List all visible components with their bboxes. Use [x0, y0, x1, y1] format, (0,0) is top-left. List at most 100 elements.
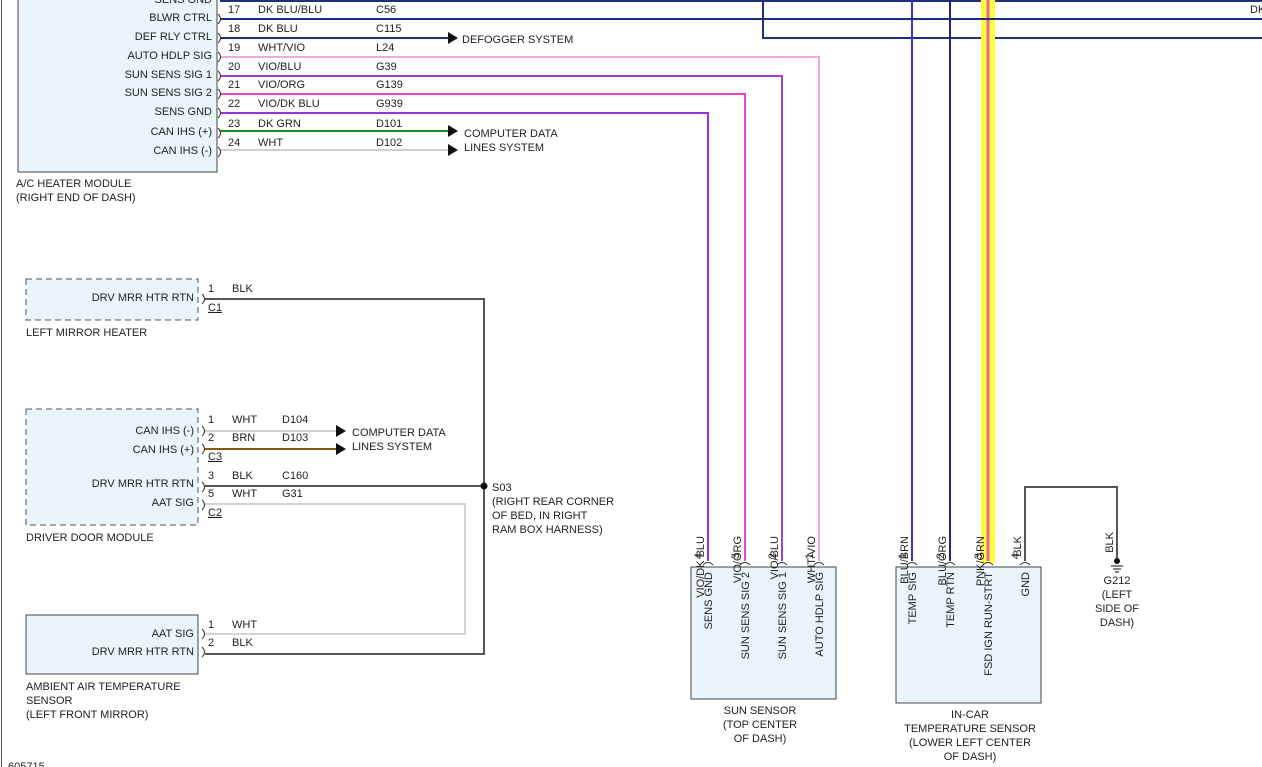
pin-number: 22 [228, 98, 240, 110]
figure-number: 605715 [8, 761, 45, 767]
connector [201, 481, 205, 493]
connector [217, 32, 221, 44]
wire-color: BLK [232, 470, 253, 482]
component-name: IN-CAR [951, 709, 989, 721]
pin-label: CAN IHS (-) [153, 145, 212, 157]
connector [944, 562, 956, 566]
pin-label: DRV MRR HTR RTN [92, 292, 194, 304]
connector [217, 127, 221, 139]
connector [702, 562, 714, 566]
pin-number: 18 [228, 23, 240, 35]
pin-label: SUN SENS SIG 1 [777, 572, 789, 659]
wire-color: PNK/GRN [975, 536, 987, 586]
wire [205, 503, 466, 635]
wire-color: VIO/ORG [732, 536, 744, 583]
wire-color: VIO/DK BLU [695, 536, 707, 598]
pin-label: SENS GND [155, 106, 213, 118]
component-name: LEFT MIRROR HEATER [26, 327, 147, 339]
wire-color: WHT [232, 414, 257, 426]
ground-location: SIDE OF [1095, 603, 1139, 615]
wire [205, 298, 485, 655]
connector [813, 562, 825, 566]
circuit: D102 [376, 137, 402, 149]
component-name: OF DASH) [734, 733, 787, 745]
splice-location: OF BED, IN RIGHT [492, 510, 588, 522]
ground-location: DASH) [1100, 617, 1134, 629]
pin-number: 2 [935, 553, 947, 559]
connector [201, 443, 205, 455]
connector [217, 146, 221, 158]
connector [217, 13, 221, 25]
pin-label: DEF RLY CTRL [135, 31, 212, 43]
connector [217, 88, 221, 100]
connector-id: C2 [208, 507, 222, 519]
pin-label: GND [1020, 572, 1032, 597]
connector [739, 562, 751, 566]
circuit: G139 [376, 79, 403, 91]
circuit: G39 [376, 61, 397, 73]
component-name: A/C HEATER MODULE [16, 178, 131, 190]
circuit: G31 [282, 488, 303, 500]
connector [201, 646, 205, 658]
pin-label: SUN SENS SIG 2 [740, 572, 752, 659]
pin-label: CAN IHS (+) [133, 444, 194, 456]
pin-label: AAT SIG [152, 628, 194, 640]
component-name: SENSOR [26, 695, 73, 707]
pin-number: 20 [228, 61, 240, 73]
pin-label: CAN IHS (-) [135, 425, 194, 437]
pin-label: TEMP RTN [945, 572, 957, 628]
ground-id: G212 [1104, 575, 1131, 587]
wire-color: BLK [232, 637, 253, 649]
connector [217, 70, 221, 82]
circuit: L24 [376, 42, 394, 54]
pin-number: 23 [228, 118, 240, 130]
wire [220, 112, 709, 561]
circuit: C56 [376, 4, 396, 16]
connector-id: C1 [208, 302, 222, 314]
wire-color: WHT/VIO [258, 42, 305, 54]
ground-symbol [1114, 558, 1120, 564]
pin-label: DRV MRR HTR RTN [92, 478, 194, 490]
connector [201, 628, 205, 640]
ac-module-box [17, 0, 218, 173]
pin-label: AUTO HDLP SIG [814, 572, 826, 657]
splice-id: S03 [492, 482, 512, 494]
pin-number: 17 [228, 4, 240, 16]
pin-number: 5 [208, 488, 214, 500]
pin-label: BLWR CTRL [149, 12, 212, 24]
wire-color: WHT [232, 488, 257, 500]
system-label: LINES SYSTEM [464, 142, 544, 154]
pin-label: AAT SIG [152, 497, 194, 509]
component-name: TEMPERATURE SENSOR [904, 723, 1036, 735]
component-name: (TOP CENTER [723, 719, 797, 731]
pin-number: 24 [228, 137, 240, 149]
component-location: (RIGHT END OF DASH) [16, 192, 136, 204]
pin-number: 1 [208, 414, 214, 426]
component-name: (LOWER LEFT CENTER [909, 737, 1031, 749]
pin-number: 1 [897, 553, 909, 559]
wire-color: WHT [258, 137, 283, 149]
wire-color: WHT [232, 619, 257, 631]
pin-number: 2 [208, 432, 214, 444]
connector [217, 107, 221, 119]
wire [220, 56, 820, 561]
circuit: D103 [282, 432, 308, 444]
pin-number: 1 [208, 619, 214, 631]
wires [205, 0, 1262, 655]
wire-color: VIO/BLU [258, 61, 301, 73]
sun-sensor-box [690, 566, 837, 700]
pin-label: TEMP SIG [907, 572, 919, 624]
connector [201, 499, 205, 511]
connector [776, 562, 788, 566]
splice-location: (RIGHT REAR CORNER [492, 496, 614, 508]
left-mirror-box [25, 278, 199, 321]
pin-number: 21 [228, 79, 240, 91]
splice-location: RAM BOX HARNESS) [492, 524, 603, 536]
connector [201, 293, 205, 305]
pin-number: 4 [1010, 553, 1022, 559]
circuit: D104 [282, 414, 308, 426]
wire [220, 75, 783, 561]
wire-color: BLU/BRN [899, 536, 911, 584]
pin-number: 2 [767, 553, 779, 559]
arrow [448, 125, 458, 137]
